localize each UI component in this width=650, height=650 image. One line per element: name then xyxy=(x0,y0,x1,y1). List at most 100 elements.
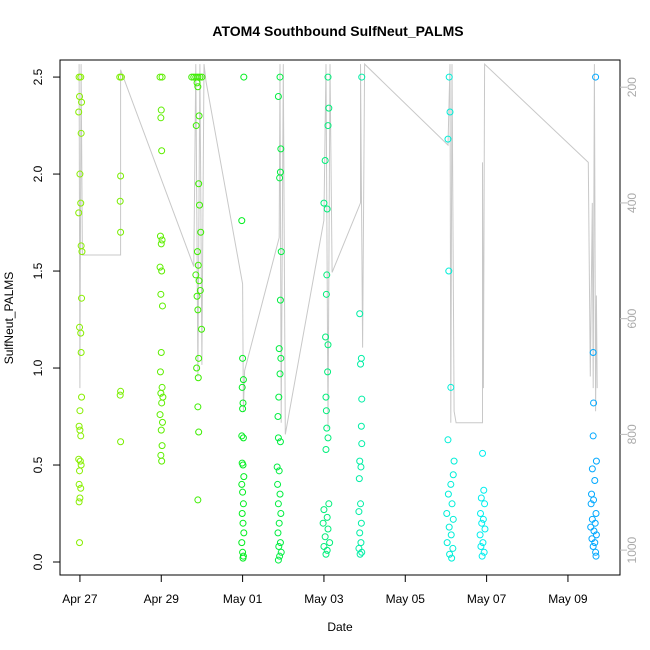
point xyxy=(325,500,333,508)
point xyxy=(447,531,455,539)
point xyxy=(476,531,484,539)
point xyxy=(477,542,485,550)
point xyxy=(323,424,331,432)
point xyxy=(240,73,248,81)
point xyxy=(117,172,125,180)
point xyxy=(588,490,596,498)
point xyxy=(197,228,205,236)
point xyxy=(277,248,285,256)
point xyxy=(117,73,125,81)
point xyxy=(592,548,600,556)
point xyxy=(157,349,165,357)
point xyxy=(591,519,599,527)
point xyxy=(274,500,282,508)
point xyxy=(276,438,284,446)
point xyxy=(238,539,246,547)
x-tick-label: May 05 xyxy=(386,592,426,606)
point xyxy=(358,73,366,81)
point xyxy=(156,73,164,81)
y2-tick-label: 600 xyxy=(625,308,639,328)
point xyxy=(592,457,600,465)
point xyxy=(592,552,600,560)
point xyxy=(157,426,165,434)
point xyxy=(77,349,85,357)
point xyxy=(445,523,453,531)
point xyxy=(357,500,365,508)
point xyxy=(589,542,597,550)
point xyxy=(238,383,246,391)
point xyxy=(324,434,332,442)
point xyxy=(75,422,83,430)
point xyxy=(477,494,485,502)
point xyxy=(276,73,284,81)
chart-title: ATOM4 Southbound SulfNeut_PALMS xyxy=(212,23,463,39)
point xyxy=(276,370,284,378)
point xyxy=(198,325,206,333)
point xyxy=(357,519,365,527)
point xyxy=(77,461,85,469)
point xyxy=(240,473,248,481)
point xyxy=(321,156,329,164)
point xyxy=(591,539,599,547)
point xyxy=(356,550,364,558)
point xyxy=(194,374,202,382)
x-tick-label: Apr 29 xyxy=(144,592,180,606)
point xyxy=(196,73,204,81)
point xyxy=(194,403,202,411)
point xyxy=(355,475,363,483)
point xyxy=(78,294,86,302)
point xyxy=(275,467,283,475)
point xyxy=(75,498,83,506)
point xyxy=(443,539,451,547)
point xyxy=(591,477,599,485)
point xyxy=(77,199,85,207)
point xyxy=(238,510,246,518)
point xyxy=(322,393,330,401)
point xyxy=(323,546,331,554)
point xyxy=(445,73,453,81)
point xyxy=(239,434,247,442)
point xyxy=(193,248,201,256)
point xyxy=(75,480,83,488)
x-tick-label: Apr 27 xyxy=(62,592,98,606)
x-tick-label: May 03 xyxy=(304,592,344,606)
point xyxy=(274,529,282,537)
point xyxy=(156,263,164,271)
point xyxy=(479,449,487,457)
y2-tick-label: 200 xyxy=(625,77,639,97)
point xyxy=(449,515,457,523)
y-tick-label: 2.5 xyxy=(31,68,45,85)
y-tick-label: 2.0 xyxy=(31,165,45,182)
point xyxy=(321,533,329,541)
point xyxy=(587,500,595,508)
point xyxy=(477,510,485,518)
point xyxy=(443,510,451,518)
point xyxy=(194,261,202,269)
point xyxy=(356,310,364,318)
point xyxy=(238,480,246,488)
point xyxy=(77,329,85,337)
point xyxy=(117,228,125,236)
point xyxy=(277,548,285,556)
point xyxy=(76,494,84,502)
point xyxy=(157,114,165,122)
point xyxy=(323,205,331,213)
point xyxy=(355,508,363,516)
point xyxy=(76,539,84,547)
y-axis-label: SulfNeut_PALMS xyxy=(2,272,16,365)
point xyxy=(77,242,85,250)
point xyxy=(158,383,166,391)
point xyxy=(444,436,452,444)
point xyxy=(193,292,201,300)
point xyxy=(157,290,165,298)
y-tick-label: 1.0 xyxy=(31,359,45,376)
point xyxy=(276,490,284,498)
point xyxy=(195,428,203,436)
point xyxy=(481,500,489,508)
point xyxy=(323,271,331,279)
point xyxy=(195,201,203,209)
x-tick-label: May 07 xyxy=(467,592,507,606)
point xyxy=(157,389,165,397)
point xyxy=(275,393,283,401)
point xyxy=(274,434,282,442)
